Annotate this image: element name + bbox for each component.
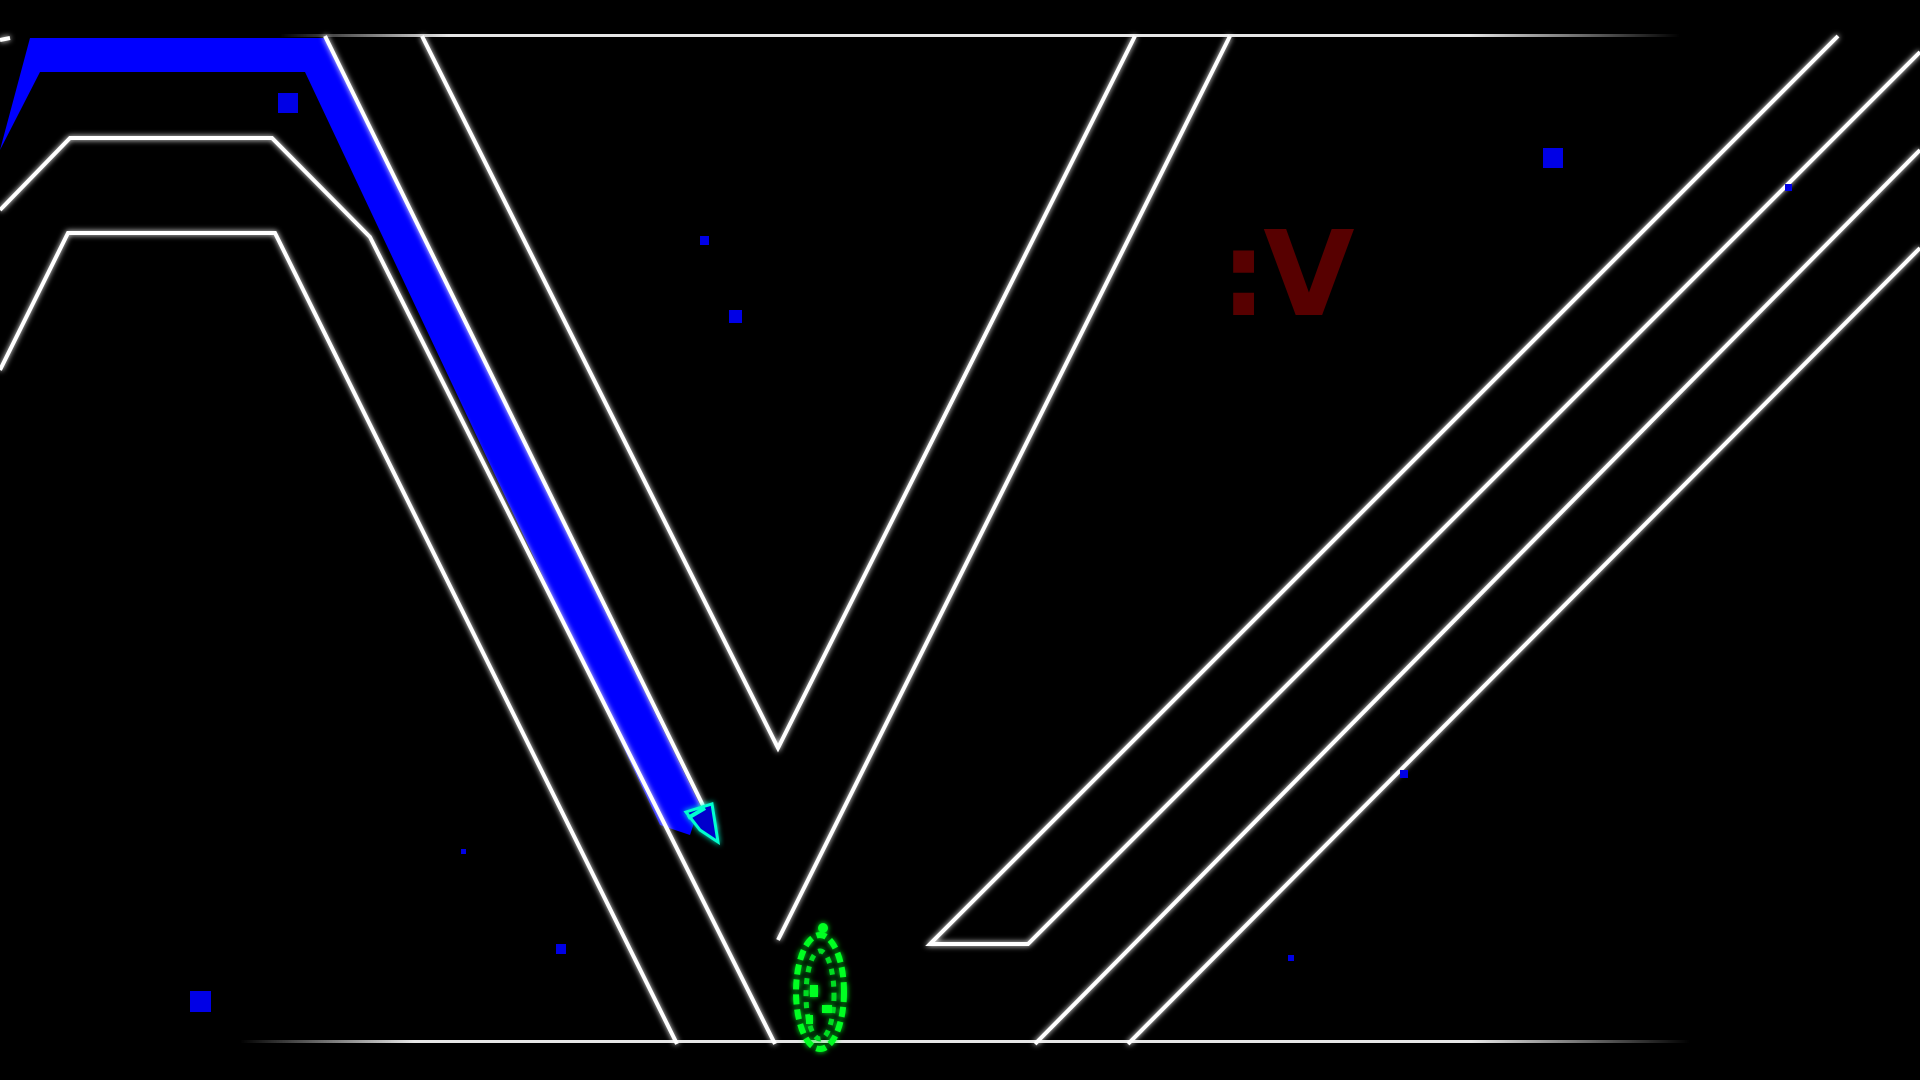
particle xyxy=(1543,148,1563,168)
ceiling-line xyxy=(280,34,1680,37)
particle xyxy=(700,236,709,245)
wall-ramp-1 xyxy=(930,36,1920,944)
wall-left-top xyxy=(0,38,10,40)
green-portal-icon xyxy=(796,923,844,1049)
wall-trail-edge xyxy=(325,36,715,830)
particle xyxy=(190,991,211,1012)
stage-text: :V xyxy=(1220,215,1351,333)
wall-upper-ledge xyxy=(0,138,775,1044)
wall-ramp-3 xyxy=(1128,248,1920,1044)
particles xyxy=(190,93,1792,1012)
floor-line xyxy=(240,1040,1690,1043)
particle xyxy=(1288,955,1294,961)
particle xyxy=(278,93,298,113)
wall-v-inner xyxy=(422,36,1135,748)
particle xyxy=(556,944,566,954)
wall-v-outer xyxy=(778,36,1230,940)
particle xyxy=(1785,184,1792,191)
particle xyxy=(461,849,466,854)
particle xyxy=(729,310,742,323)
particle xyxy=(1400,770,1408,778)
wall-ramp-2 xyxy=(1035,150,1920,1044)
player-trail xyxy=(0,38,700,835)
